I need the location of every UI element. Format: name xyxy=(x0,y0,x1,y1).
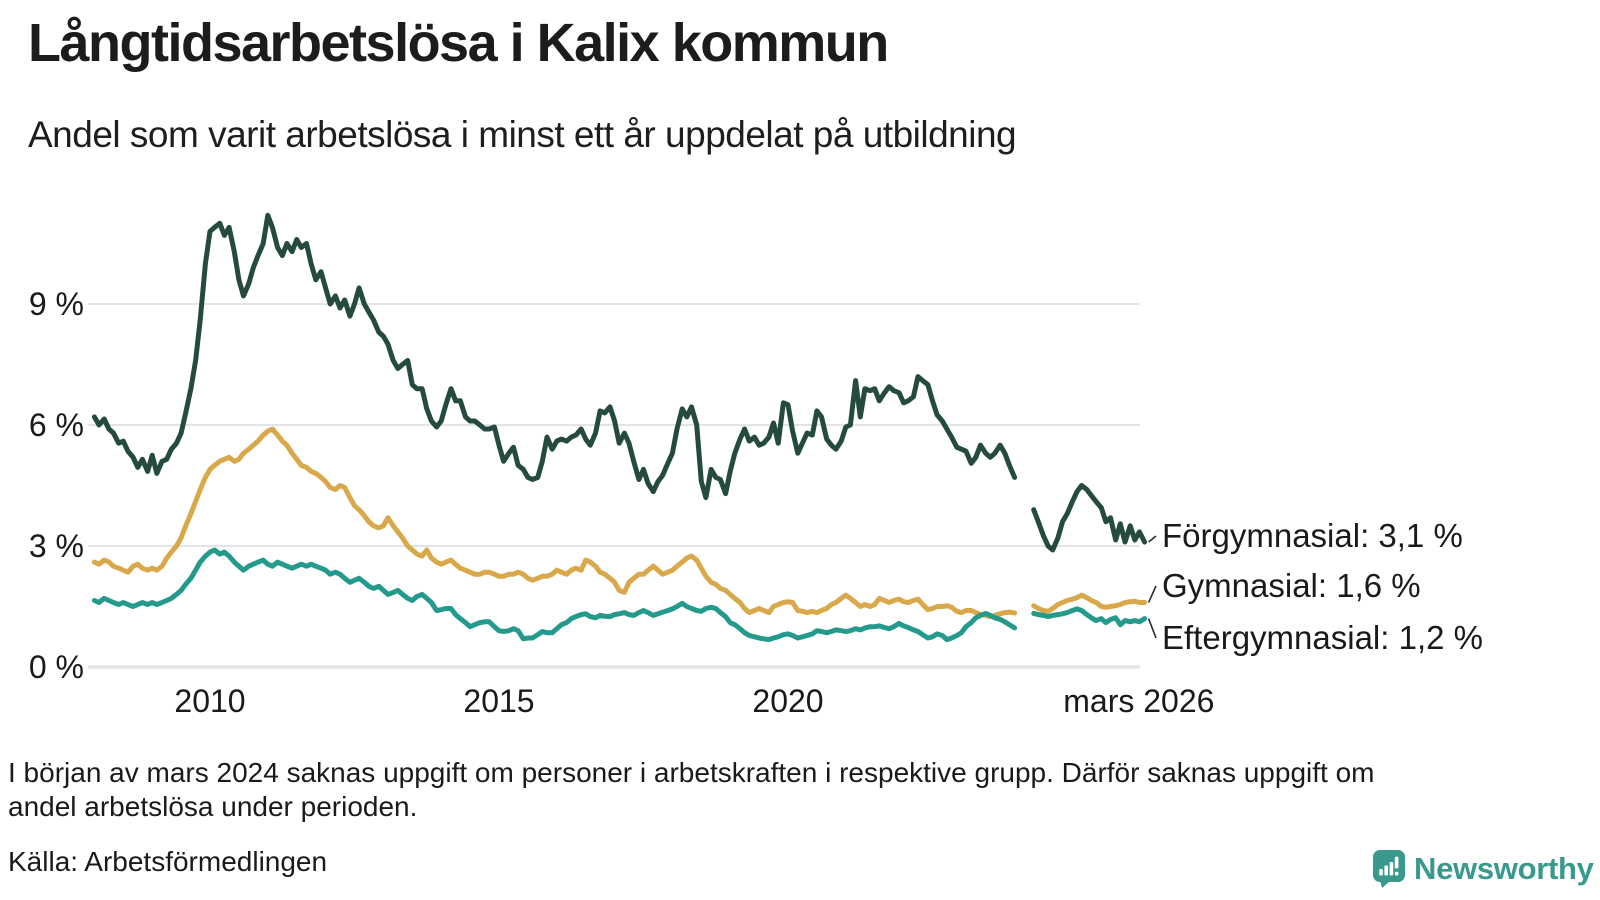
chart-line-eftergymnasial xyxy=(91,547,1018,643)
x-axis-label-mars-2026: mars 2026 xyxy=(1063,683,1214,719)
label-connector-eftergymnasial xyxy=(1147,618,1157,639)
x-axis-label-2015: 2015 xyxy=(463,683,534,719)
chart-line-förgymnasial-after-gap xyxy=(1031,483,1148,553)
newsworthy-logo-text: Newsworthy xyxy=(1414,851,1594,886)
chart-line-gymnasial-after-gap xyxy=(1031,592,1148,614)
footnote: I början av mars 2024 saknas uppgift om … xyxy=(8,756,1583,824)
y-axis-label-6: 6 % xyxy=(29,407,84,443)
y-axis-label-0: 0 % xyxy=(29,649,84,685)
series-end-label-gymnasial: Gymnasial: 1,6 % xyxy=(1162,567,1421,604)
series-end-label-eftergymnasial: Eftergymnasial: 1,2 % xyxy=(1162,619,1483,656)
x-axis-label-2010: 2010 xyxy=(174,683,245,719)
newsworthy-branding: Newsworthy xyxy=(1373,850,1594,888)
y-axis-label-3: 3 % xyxy=(29,528,84,564)
label-connector-gymnasial xyxy=(1147,585,1157,603)
y-axis-label-9: 9 % xyxy=(29,286,84,322)
label-connector-förgymnasial xyxy=(1148,535,1157,543)
series-end-label-förgymnasial: Förgymnasial: 3,1 % xyxy=(1162,517,1463,554)
footnote-line-1: I början av mars 2024 saknas uppgift om … xyxy=(8,757,1375,788)
chart-subtitle: Andel som varit arbetslösa i minst ett å… xyxy=(28,114,1017,155)
source-credit: Källa: Arbetsförmedlingen xyxy=(8,846,328,877)
chart-line-eftergymnasial-after-gap xyxy=(1031,606,1148,628)
footnote-line-2: andel arbetslösa under perioden. xyxy=(8,791,418,822)
chart-line-gymnasial xyxy=(91,426,1018,620)
x-axis-label-2020: 2020 xyxy=(752,683,823,719)
chart-line-förgymnasial xyxy=(91,212,1018,501)
page-title: Långtidsarbetslösa i Kalix kommun xyxy=(28,13,889,73)
newsworthy-logo-icon xyxy=(1373,850,1405,888)
